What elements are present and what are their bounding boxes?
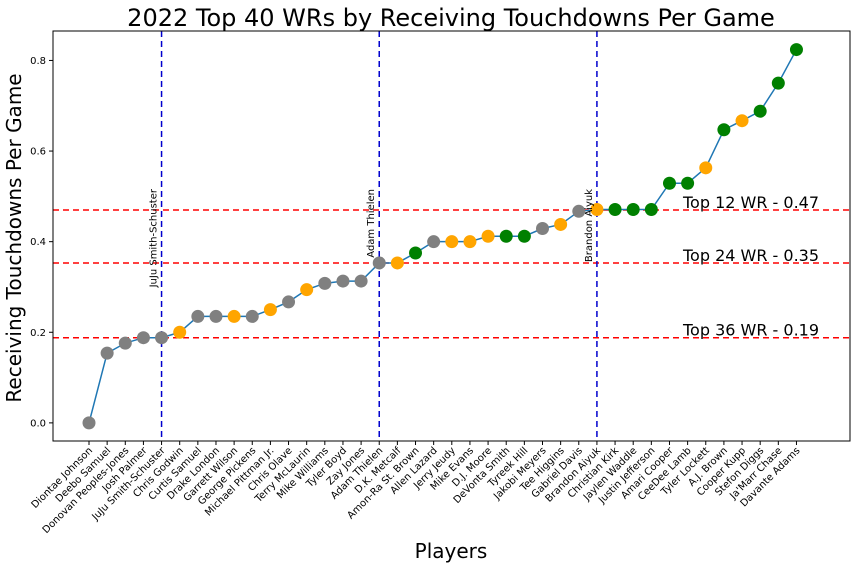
reference-labels: Top 12 WR - 0.47 Top 24 WR - 0.35 Top 36 W… [149, 188, 819, 340]
data-point [409, 246, 423, 260]
data-point [735, 114, 749, 128]
data-point [118, 336, 132, 350]
data-point [263, 303, 277, 317]
marker-label: Adam Thielen [366, 189, 377, 258]
y-tick-label: 0.2 [30, 328, 46, 339]
data-point [282, 295, 296, 309]
data-point [626, 202, 640, 216]
data-point [191, 309, 205, 323]
data-point [481, 229, 495, 243]
data-point [789, 43, 803, 57]
data-point [318, 276, 332, 290]
data-point [372, 256, 386, 270]
data-point [554, 217, 568, 231]
y-axis-label: Receiving Touchdowns Per Game [2, 73, 26, 402]
data-point [354, 274, 368, 288]
data-point [136, 331, 150, 345]
data-point [771, 76, 785, 90]
data-point [644, 202, 658, 216]
data-point [681, 176, 695, 190]
data-point [499, 229, 513, 243]
data-point [463, 235, 477, 249]
y-axis: 0.0 0.2 0.4 0.6 0.8 [30, 56, 53, 429]
data-point [227, 309, 241, 323]
data-point [245, 309, 259, 323]
data-point [445, 235, 459, 249]
threshold-label: Top 12 WR - 0.47 [682, 193, 819, 212]
reference-lines [53, 31, 850, 441]
y-tick-label: 0.6 [30, 147, 46, 158]
marker-label: JuJu Smith-Schuster [149, 188, 160, 288]
data-point [336, 274, 350, 288]
x-axis-label: Players [415, 539, 488, 563]
threshold-label: Top 24 WR - 0.35 [682, 246, 819, 265]
series-line [88, 49, 798, 424]
data-point [155, 331, 169, 345]
y-tick-label: 0.4 [30, 237, 46, 248]
data-point [662, 176, 676, 190]
data-point [608, 202, 622, 216]
data-point [427, 235, 441, 249]
data-point [173, 325, 187, 339]
data-point [300, 283, 314, 297]
data-point [590, 202, 604, 216]
data-point [699, 161, 713, 175]
data-point [753, 104, 767, 118]
data-point [100, 346, 114, 360]
data-point [717, 123, 731, 137]
data-point [536, 222, 549, 236]
y-tick-label: 0.8 [30, 56, 46, 67]
y-tick-label: 0.0 [30, 418, 46, 429]
data-point [517, 229, 531, 243]
threshold-label: Top 36 WR - 0.19 [682, 321, 819, 340]
data-point [390, 256, 404, 270]
data-point [209, 309, 223, 323]
series [82, 43, 803, 430]
data-point [82, 416, 96, 430]
plot-frame [52, 30, 851, 442]
chart-title: 2022 Top 40 WRs by Receiving Touchdowns … [127, 4, 775, 32]
marker-label: Brandon Aiyuk [584, 189, 595, 262]
data-point [572, 204, 586, 218]
